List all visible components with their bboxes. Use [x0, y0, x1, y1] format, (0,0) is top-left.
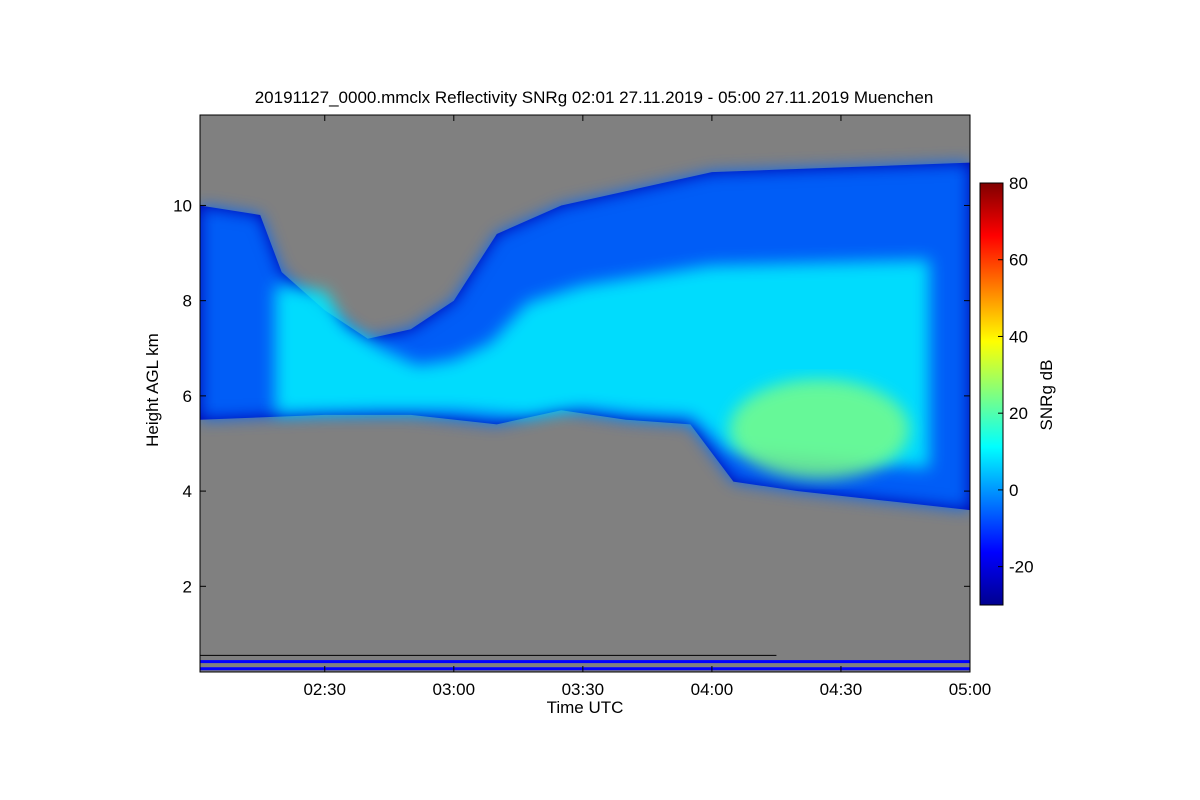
colorbar-tick-label: 80: [1009, 174, 1028, 193]
colorbar-tick-label: 40: [1009, 327, 1028, 346]
colorbar-tick-label: 60: [1009, 251, 1028, 270]
colorbar-tick-label: 0: [1009, 481, 1018, 500]
x-tick-label: 04:30: [820, 680, 863, 699]
colorbar-tick-label: -20: [1009, 558, 1034, 577]
x-tick-label: 02:30: [303, 680, 346, 699]
cloud-echo-max: [729, 379, 910, 480]
x-tick-label: 04:00: [691, 680, 734, 699]
colorbar: [979, 182, 1004, 606]
y-tick-label: 4: [183, 482, 192, 501]
colorbar-tick-label: 20: [1009, 404, 1028, 423]
x-tick-label: 03:00: [433, 680, 476, 699]
y-tick-label: 8: [183, 292, 192, 311]
x-tick-label: 03:30: [562, 680, 605, 699]
ground-clutter-band: [200, 660, 970, 664]
colorbar-label: SNRg dB: [1037, 360, 1056, 431]
plot-frame: [199, 114, 971, 673]
y-axis-label: Height AGL km: [143, 333, 162, 447]
y-tick-label: 6: [183, 387, 192, 406]
y-tick-label: 2: [183, 577, 192, 596]
chart-title: 20191127_0000.mmclx Reflectivity SNRg 02…: [255, 88, 934, 107]
y-tick-label: 10: [173, 196, 192, 215]
x-axis-label: Time UTC: [547, 698, 624, 717]
x-tick-label: 05:00: [949, 680, 992, 699]
ground-clutter-band: [200, 667, 970, 671]
